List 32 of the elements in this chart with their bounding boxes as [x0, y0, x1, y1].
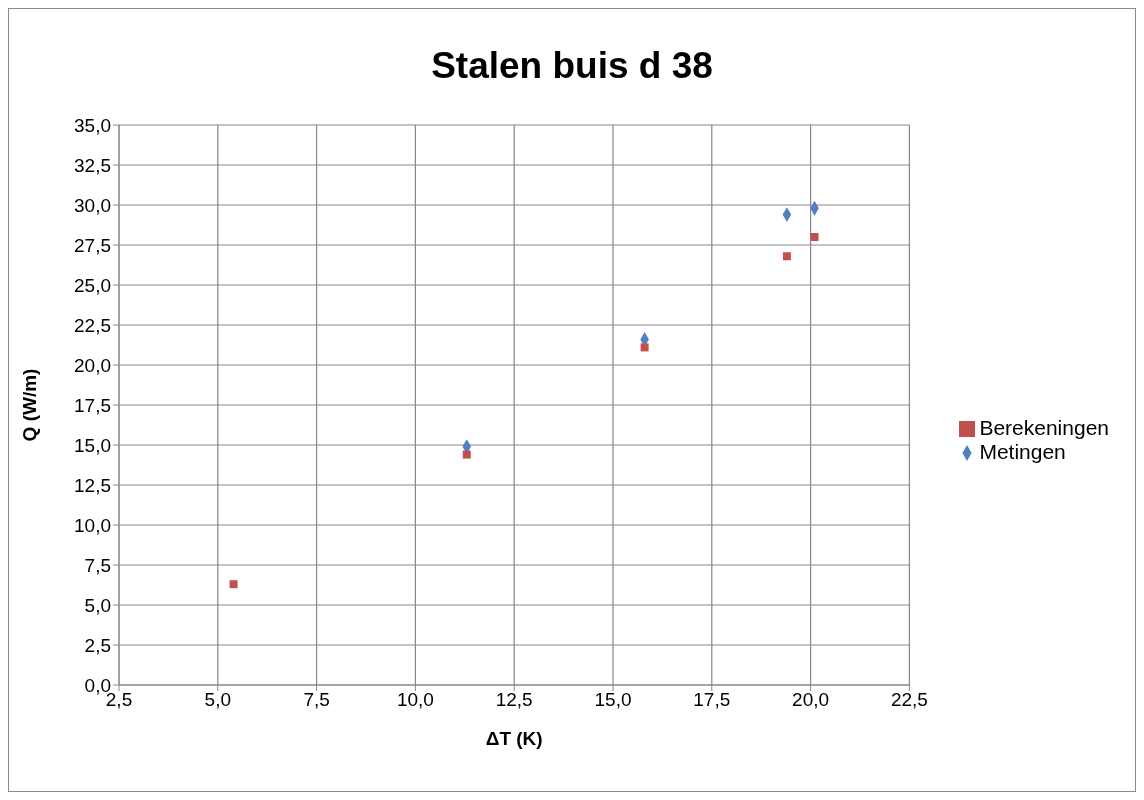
x-tick-label: 15,0: [594, 689, 632, 711]
x-axis-title: ΔT (K): [485, 728, 543, 749]
y-tick-label: 27,5: [74, 234, 111, 256]
y-tick-label: 30,0: [74, 194, 111, 216]
y-tick-label: 17,5: [74, 394, 111, 416]
point: [782, 252, 791, 261]
point: [229, 580, 238, 589]
y-tick-label: 20,0: [74, 354, 111, 376]
x-tick-label: 17,5: [693, 689, 731, 711]
point: [810, 233, 819, 241]
y-tick-label: 7,5: [84, 554, 111, 576]
x-tick-label: 22,5: [890, 689, 928, 711]
legend-label: Metingen: [979, 440, 1066, 463]
x-tick-label: 20,0: [792, 689, 830, 711]
y-tick-label: 25,0: [74, 274, 111, 296]
chart-title: Stalen buis d 38: [430, 45, 714, 88]
y-tick-label: 10,0: [74, 514, 111, 536]
y-tick-label: 35,0: [74, 114, 111, 136]
y-tick-label: 32,5: [74, 154, 111, 176]
legend-label: Berekeningen: [979, 416, 1109, 439]
y-tick-label: 15,0: [74, 434, 111, 456]
point: [640, 343, 649, 352]
x-tick-label: 12,5: [495, 689, 533, 711]
x-tick-label: 10,0: [396, 689, 434, 711]
point: [462, 450, 471, 459]
y-tick-label: 22,5: [74, 314, 111, 336]
x-tick-label: 7,5: [303, 689, 330, 711]
y-tick-label: 2,5: [84, 634, 111, 656]
x-tick-label: 5,0: [204, 689, 232, 711]
y-tick-label: 12,5: [74, 474, 111, 496]
y-tick-label: 5,0: [84, 594, 111, 616]
y-axis-title: Q (W/m): [18, 368, 40, 442]
